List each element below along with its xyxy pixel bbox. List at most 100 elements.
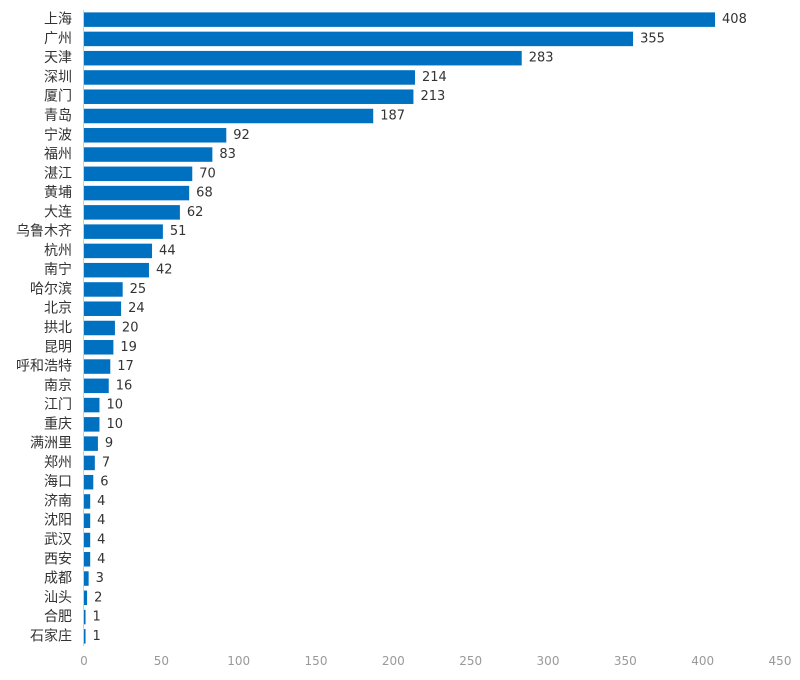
value-label: 68: [196, 186, 213, 201]
bar: [84, 70, 415, 85]
category-label: 石家庄: [30, 627, 72, 644]
bar: [84, 205, 180, 220]
bar: [84, 320, 115, 336]
value-label: 4: [97, 494, 105, 509]
value-label: 16: [116, 378, 133, 393]
value-label: 6: [100, 475, 108, 490]
bar: [84, 31, 634, 47]
bar: [84, 147, 213, 162]
bar: [84, 301, 122, 316]
value-label: 214: [422, 70, 447, 85]
x-tick-label: 300: [537, 654, 560, 668]
bar: [84, 378, 109, 394]
category-label: 江门: [44, 397, 72, 413]
value-label: 51: [170, 224, 187, 239]
bar: [84, 397, 100, 413]
category-label: 南宁: [44, 261, 72, 278]
category-label: 汕头: [44, 590, 72, 606]
category-label: 湛江: [44, 166, 72, 182]
bar: [84, 552, 91, 567]
bar: [84, 89, 414, 104]
value-label: 70: [199, 166, 216, 181]
value-label: 62: [187, 205, 204, 220]
bar: [84, 12, 716, 27]
value-label: 24: [128, 301, 145, 316]
category-label: 北京: [44, 301, 72, 317]
value-label: 25: [130, 282, 147, 297]
bar: [84, 224, 163, 239]
value-label: 44: [159, 243, 176, 258]
category-label: 青岛: [44, 108, 72, 124]
x-tick-label: 200: [382, 654, 405, 668]
category-label: 广州: [44, 31, 72, 47]
category-label: 哈尔滨: [30, 281, 72, 297]
x-tick-label: 0: [80, 654, 88, 668]
value-label: 10: [106, 398, 123, 413]
category-label: 海口: [44, 474, 72, 490]
category-labels: 上海广州天津深圳厦门青岛宁波福州湛江黄埔大连乌鲁木齐杭州南宁哈尔滨北京拱北昆明呼…: [16, 12, 72, 645]
value-label: 187: [380, 109, 405, 124]
x-axis-tick-labels: 0 50 100 150 200 250 300 350 400 450: [80, 654, 791, 668]
value-label: 9: [105, 436, 113, 451]
value-label: 19: [120, 340, 137, 355]
category-label: 杭州: [44, 243, 72, 259]
category-label: 满洲里: [30, 436, 72, 452]
bar: [84, 359, 111, 374]
bar: [84, 494, 91, 509]
category-label: 南京: [44, 378, 72, 394]
value-label: 20: [122, 321, 139, 336]
category-label: 合肥: [44, 609, 72, 625]
value-label: 355: [640, 31, 665, 46]
category-label: 宁波: [44, 126, 72, 143]
category-label: 西安: [44, 551, 72, 567]
bar: [84, 340, 114, 355]
value-label: 1: [93, 629, 101, 644]
value-labels: 4083552832142131879283706862514442252420…: [93, 12, 747, 644]
value-label: 3: [96, 571, 104, 586]
category-label: 成都: [44, 571, 72, 587]
value-label: 213: [420, 89, 445, 104]
category-label: 重庆: [44, 416, 72, 432]
x-tick-label: 250: [459, 654, 482, 668]
category-label: 拱北: [44, 320, 72, 336]
bar: [84, 629, 86, 644]
bar: [84, 108, 374, 124]
x-tick-label: 450: [769, 654, 792, 668]
bar: [84, 282, 123, 297]
x-tick-label: 100: [227, 654, 250, 668]
x-tick-label: 150: [305, 654, 328, 668]
category-label: 昆明: [44, 339, 72, 355]
bar: [84, 243, 153, 259]
value-label: 83: [219, 147, 236, 162]
category-label: 深圳: [44, 69, 72, 85]
value-label: 10: [106, 417, 123, 432]
bar: [84, 128, 227, 143]
category-label: 大连: [44, 204, 72, 220]
bars: [84, 12, 716, 644]
value-label: 92: [233, 128, 250, 143]
category-label: 沈阳: [44, 513, 72, 529]
value-label: 283: [529, 51, 554, 66]
bar: [84, 166, 193, 182]
value-label: 1: [93, 610, 101, 625]
category-label: 呼和浩特: [16, 359, 72, 375]
category-label: 乌鲁木齐: [16, 224, 72, 240]
value-label: 4: [97, 513, 105, 528]
value-label: 42: [156, 263, 173, 278]
bar: [84, 513, 91, 528]
bar: [84, 436, 98, 451]
value-label: 2: [94, 590, 102, 605]
category-label: 济南: [44, 493, 72, 509]
category-label: 黄埔: [44, 184, 72, 201]
bar: [84, 262, 149, 278]
bar: [84, 571, 89, 586]
value-label: 4: [97, 533, 105, 548]
bar: [84, 609, 86, 625]
value-label: 4: [97, 552, 105, 567]
x-tick-label: 50: [154, 654, 169, 668]
category-label: 福州: [44, 147, 72, 163]
x-tick-label: 350: [614, 654, 637, 668]
category-label: 郑州: [44, 455, 72, 471]
bar: [84, 474, 94, 490]
